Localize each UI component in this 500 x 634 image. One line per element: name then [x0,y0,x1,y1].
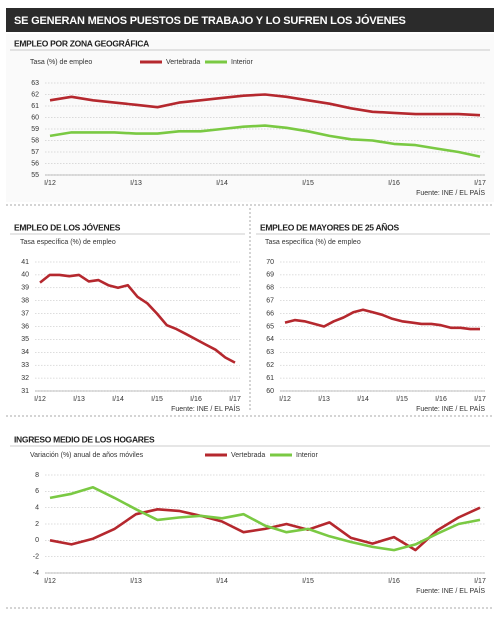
y-tick-label: 55 [31,172,39,179]
x-tick-label: I/14 [357,396,369,403]
x-tick-label: I/15 [302,578,314,585]
x-tick-label: I/17 [474,396,486,403]
y-tick-label: 35 [21,336,29,343]
x-tick-label: I/13 [318,396,330,403]
source: Fuente: INE / EL PAÍS [416,188,485,197]
y-tick-label: 62 [31,91,39,98]
x-tick-label: I/17 [474,180,486,187]
y-tick-label: 61 [31,103,39,110]
line [49,486,481,552]
x-tick-label: I/15 [151,396,163,403]
y-tick-label: 34 [21,349,29,356]
y-tick-label: 2 [35,521,39,528]
legend-label: Vertebrada [231,452,265,459]
x-tick-label: I/12 [34,396,46,403]
y-tick-label: 63 [31,80,39,87]
y-tick-label: 6 [35,488,39,495]
chart-title: EMPLEO DE LOS JÓVENES [14,221,121,232]
line [284,308,480,331]
x-tick-label: I/15 [396,396,408,403]
x-tick-label: I/16 [388,180,400,187]
y-tick-label: 60 [266,388,274,395]
x-tick-label: I/16 [190,396,202,403]
x-tick-label: I/15 [302,180,314,187]
y-tick-label: 60 [31,114,39,121]
y-tick-label: 62 [266,362,274,369]
x-tick-label: I/13 [73,396,85,403]
chart-title: INGRESO MEDIO DE LOS HOGARES [14,434,155,444]
chart-title: EMPLEO DE MAYORES DE 25 AÑOS [260,222,399,232]
y-tick-label: 4 [35,505,39,512]
y-tick-label: 64 [266,336,274,343]
y-tick-label: 61 [266,375,274,382]
source: Fuente: INE / EL PAÍS [416,586,485,595]
y-tick-label: -2 [33,554,39,561]
y-tick-label: 69 [266,272,274,279]
x-tick-label: I/17 [474,578,486,585]
y-tick-label: 41 [21,259,29,266]
x-tick-label: I/16 [435,396,447,403]
y-tick-label: 63 [266,349,274,356]
y-tick-label: 58 [31,137,39,144]
y-tick-label: 65 [266,323,274,330]
x-tick-label: I/17 [229,396,241,403]
y-tick-label: 66 [266,310,274,317]
y-tick-label: 38 [21,298,29,305]
x-tick-label: I/14 [216,180,228,187]
chart-title: EMPLEO POR ZONA GEOGRÁFICA [14,38,149,48]
y-axis-label: Tasa (%) de empleo [30,59,92,66]
x-tick-label: I/13 [130,578,142,585]
y-tick-label: -4 [33,570,39,577]
line [49,93,481,117]
legend-label: Interior [296,452,318,459]
y-tick-label: 56 [31,160,39,167]
y-tick-label: 40 [21,272,29,279]
y-axis-label: Tasa específica (%) de empleo [265,239,361,246]
y-tick-label: 59 [31,126,39,133]
y-tick-label: 31 [21,388,29,395]
title-bar [6,8,494,32]
x-tick-label: I/14 [216,578,228,585]
x-tick-label: I/12 [279,396,291,403]
x-tick-label: I/13 [130,180,142,187]
x-tick-label: I/14 [112,396,124,403]
main-title: SE GENERAN MENOS PUESTOS DE TRABAJO Y LO… [14,14,406,27]
source: Fuente: INE / EL PAÍS [416,404,485,413]
y-tick-label: 68 [266,285,274,292]
y-axis-label: Tasa específica (%) de empleo [20,239,116,246]
y-tick-label: 32 [21,375,29,382]
panel [6,34,494,202]
y-tick-label: 39 [21,285,29,292]
y-tick-label: 0 [35,537,39,544]
x-tick-label: I/12 [44,180,56,187]
source: Fuente: INE / EL PAÍS [171,404,240,413]
y-tick-label: 33 [21,362,29,369]
line [49,124,481,158]
legend-label: Vertebrada [166,59,200,66]
y-tick-label: 37 [21,310,29,317]
legend-label: Interior [231,59,253,66]
y-axis-label: Variación (%) anual de años móviles [30,452,144,459]
y-tick-label: 70 [266,259,274,266]
y-tick-label: 8 [35,472,39,479]
y-tick-label: 67 [266,298,274,305]
x-tick-label: I/16 [388,578,400,585]
line [39,273,236,364]
y-tick-label: 36 [21,323,29,330]
x-tick-label: I/12 [44,578,56,585]
y-tick-label: 57 [31,149,39,156]
